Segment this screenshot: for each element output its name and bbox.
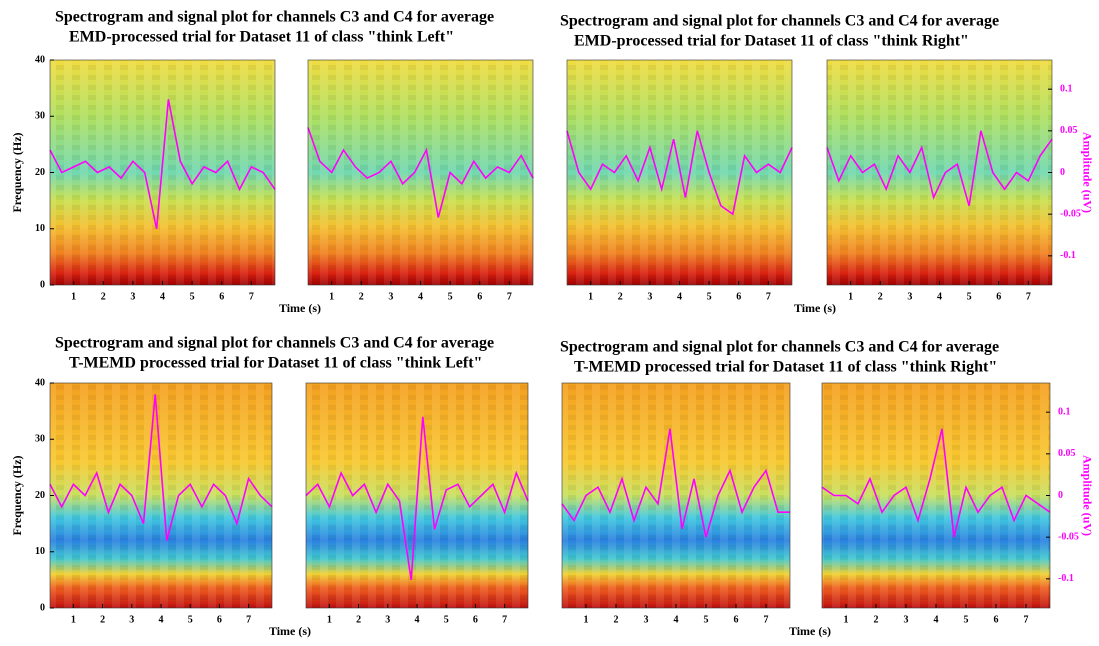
x-tick-label: 5 (190, 291, 195, 302)
x-tick-label: 1 (844, 614, 849, 625)
x-tick-label: 7 (246, 614, 251, 625)
x-tick-label: 2 (874, 614, 879, 625)
chart-title: Spectrogram and signal plot for channels… (55, 335, 494, 352)
x-tick-label: 2 (356, 614, 361, 625)
chart-title: T-MEMD processed trial for Dataset 11 of… (574, 359, 997, 376)
x-tick-label: 6 (736, 291, 741, 302)
x-tick-label: 3 (904, 614, 909, 625)
x-tick-label: 4 (677, 291, 682, 302)
spectrogram-texture (50, 383, 272, 608)
x-tick-label: 3 (130, 291, 135, 302)
x-tick-label: 2 (878, 291, 883, 302)
x-tick-label: 6 (996, 291, 1001, 302)
x-tick-label: 7 (249, 291, 254, 302)
y-tick-label: 20 (35, 490, 45, 501)
x-tick-label: 4 (160, 291, 165, 302)
x-tick-label: 6 (217, 614, 222, 625)
x-tick-label: 2 (101, 291, 106, 302)
x-axis-label: Time (s) (279, 301, 321, 315)
y-tick-label: 0.1 (1058, 406, 1071, 417)
x-tick-label: 4 (415, 614, 420, 625)
y-tick-label: 0.05 (1060, 125, 1078, 136)
y-tick-label: 30 (35, 111, 45, 122)
x-tick-label: 7 (764, 614, 769, 625)
y-tick-label: 0.1 (1060, 83, 1073, 94)
chart-title: Spectrogram and signal plot for channels… (55, 9, 494, 26)
chart-title: EMD-processed trial for Dataset 11 of cl… (574, 33, 969, 50)
x-tick-label: 3 (385, 614, 390, 625)
y-tick-label: 0.05 (1058, 448, 1076, 459)
y-axis-label: Amplitude (uV) (1080, 132, 1094, 213)
spectrogram-texture (567, 60, 792, 285)
x-tick-label: 5 (967, 291, 972, 302)
x-tick-label: 2 (614, 614, 619, 625)
y-tick-label: -0.1 (1058, 573, 1074, 584)
x-tick-label: 1 (588, 291, 593, 302)
x-tick-label: 6 (219, 291, 224, 302)
x-tick-label: 7 (1024, 614, 1029, 625)
chart-title: T-MEMD processed trial for Dataset 11 of… (69, 355, 482, 372)
x-tick-label: 6 (477, 291, 482, 302)
x-tick-label: 1 (584, 614, 589, 625)
y-tick-label: 40 (35, 377, 45, 388)
x-tick-label: 2 (100, 614, 105, 625)
y-tick-label: -0.05 (1058, 531, 1079, 542)
x-tick-label: 3 (907, 291, 912, 302)
x-tick-label: 5 (704, 614, 709, 625)
y-tick-label: 40 (35, 54, 45, 65)
x-tick-label: 4 (937, 291, 942, 302)
x-tick-label: 1 (71, 291, 76, 302)
y-tick-label: 0 (1058, 490, 1063, 501)
x-tick-label: 3 (129, 614, 134, 625)
x-tick-label: 2 (359, 291, 364, 302)
spectrogram-texture (822, 383, 1050, 608)
spectrogram-texture (827, 60, 1052, 285)
y-axis-label: Frequency (Hz) (10, 132, 24, 212)
y-axis-label: Frequency (Hz) (10, 455, 24, 535)
x-tick-label: 1 (71, 614, 76, 625)
x-tick-label: 2 (618, 291, 623, 302)
chart-title: Spectrogram and signal plot for channels… (560, 339, 999, 356)
x-tick-label: 4 (159, 614, 164, 625)
x-tick-label: 3 (647, 291, 652, 302)
x-tick-label: 5 (964, 614, 969, 625)
chart-title: Spectrogram and signal plot for channels… (560, 13, 999, 30)
y-tick-label: 20 (35, 167, 45, 178)
x-axis-label: Time (s) (269, 624, 311, 638)
y-tick-label: 0 (40, 602, 45, 613)
spectrogram-texture (562, 383, 790, 608)
x-tick-label: 6 (994, 614, 999, 625)
x-axis-label: Time (s) (794, 301, 836, 315)
x-tick-label: 4 (674, 614, 679, 625)
y-axis-label: Amplitude (uV) (1080, 455, 1094, 536)
x-tick-label: 6 (734, 614, 739, 625)
x-tick-label: 7 (1026, 291, 1031, 302)
x-tick-label: 5 (448, 291, 453, 302)
x-tick-label: 7 (507, 291, 512, 302)
figure: Spectrogram and signal plot for channels… (0, 0, 1099, 646)
x-tick-label: 6 (473, 614, 478, 625)
x-tick-label: 5 (707, 291, 712, 302)
y-tick-label: -0.1 (1060, 250, 1076, 261)
y-tick-label: 30 (35, 434, 45, 445)
x-tick-label: 1 (329, 291, 334, 302)
x-tick-label: 1 (327, 614, 332, 625)
y-tick-label: 10 (35, 223, 45, 234)
x-tick-label: 4 (418, 291, 423, 302)
y-tick-label: 0 (40, 279, 45, 290)
x-tick-label: 3 (388, 291, 393, 302)
y-tick-label: -0.05 (1060, 208, 1081, 219)
x-tick-label: 7 (502, 614, 507, 625)
y-tick-label: 10 (35, 546, 45, 557)
x-tick-label: 7 (766, 291, 771, 302)
x-axis-label: Time (s) (789, 624, 831, 638)
x-tick-label: 5 (188, 614, 193, 625)
y-tick-label: 0 (1060, 167, 1065, 178)
x-tick-label: 5 (444, 614, 449, 625)
chart-title: EMD-processed trial for Dataset 11 of cl… (69, 29, 454, 46)
x-tick-label: 4 (934, 614, 939, 625)
x-tick-label: 1 (848, 291, 853, 302)
spectrogram-texture (308, 60, 533, 285)
x-tick-label: 3 (644, 614, 649, 625)
